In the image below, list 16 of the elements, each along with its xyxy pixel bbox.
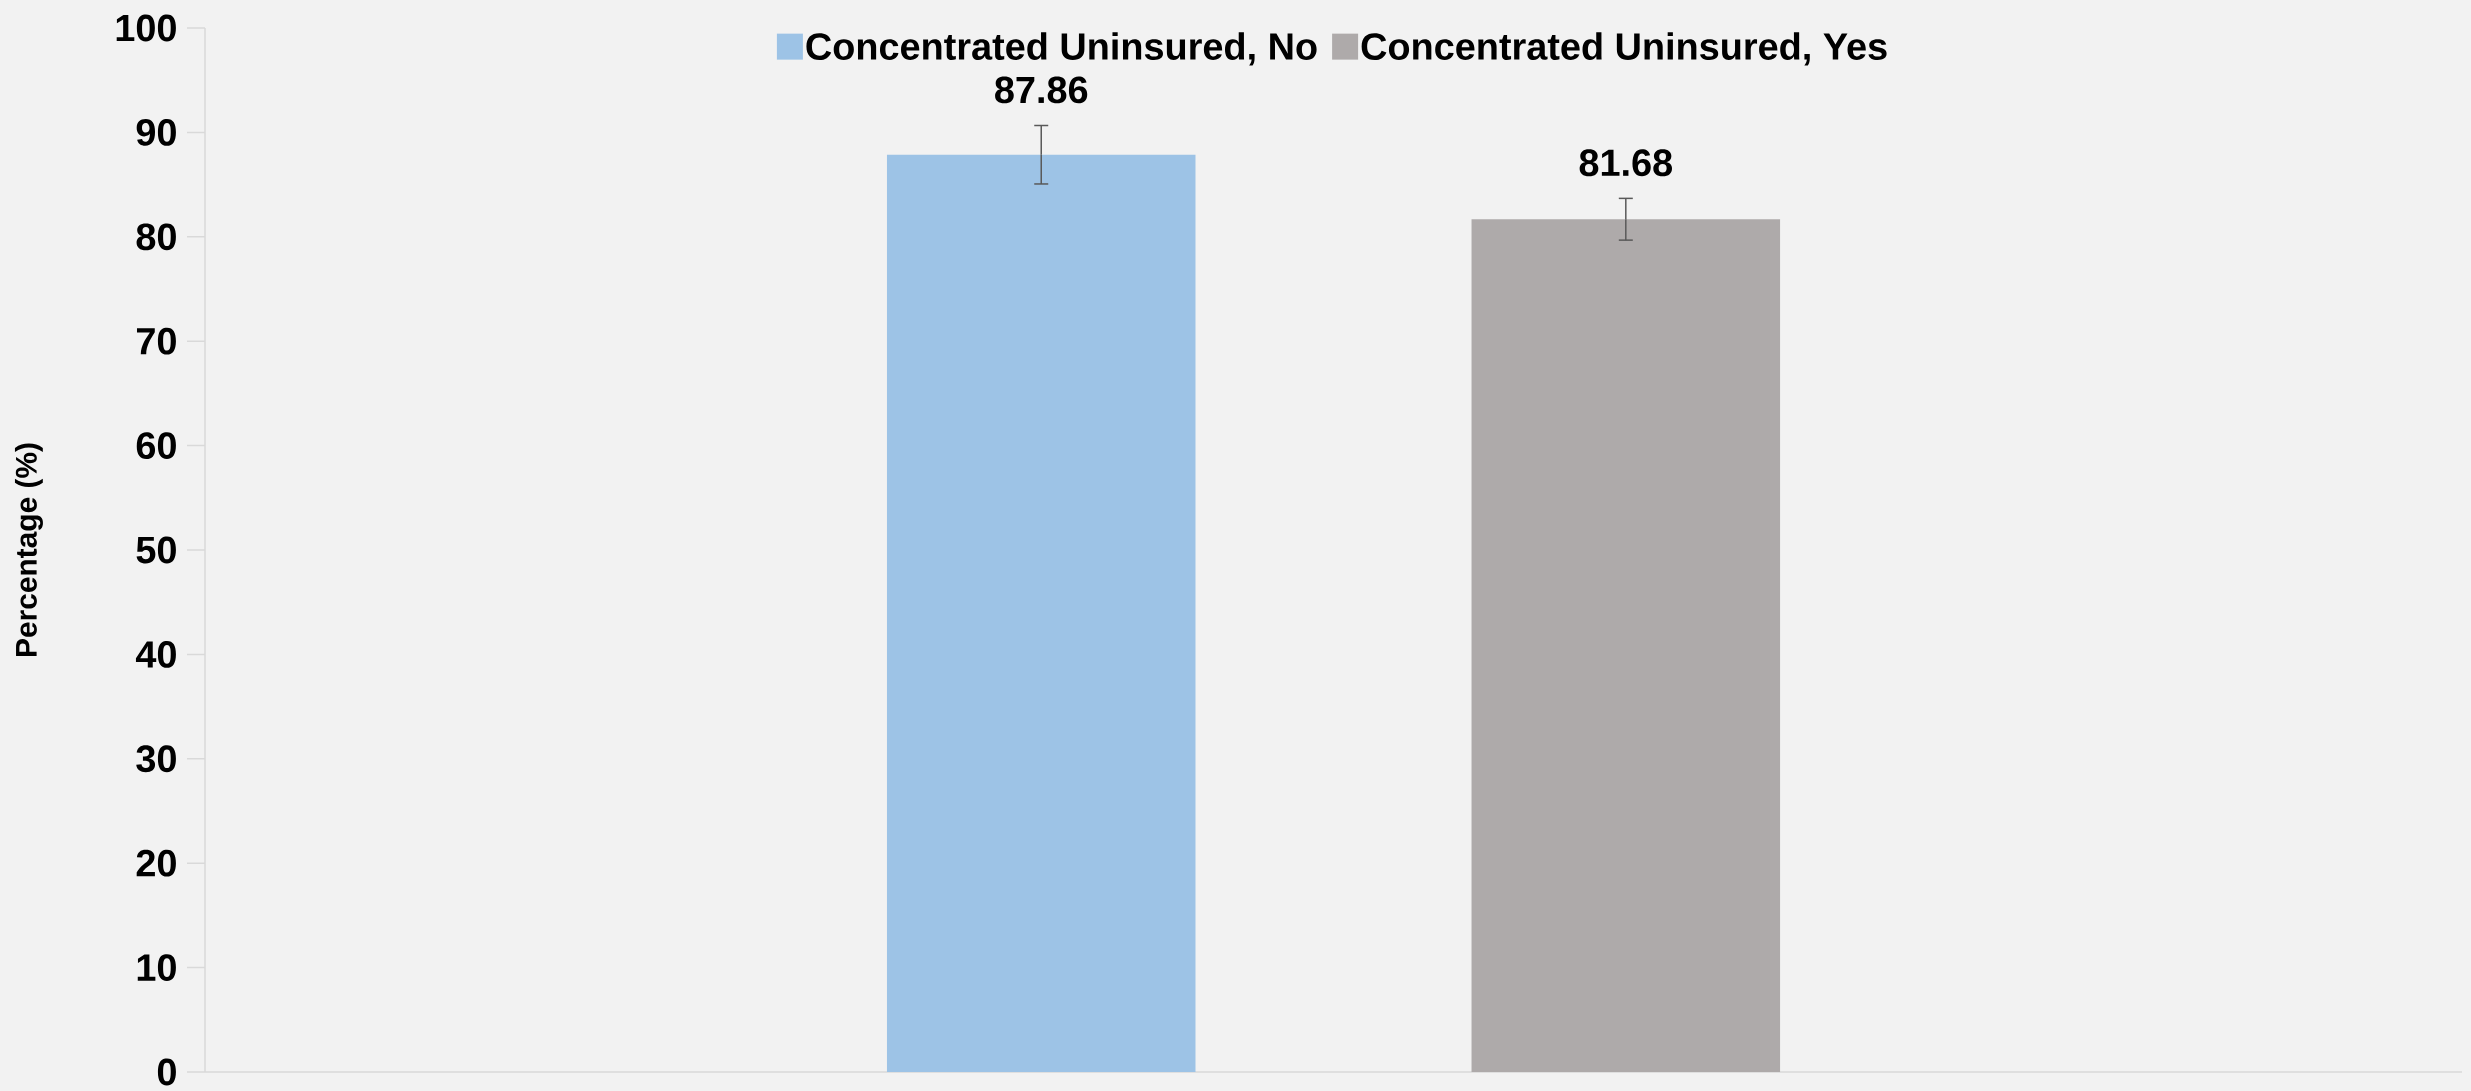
y-tick-label: 20 — [136, 849, 176, 877]
y-tick-label: 50 — [136, 536, 176, 564]
y-tick-label: 40 — [135, 640, 176, 668]
y-tick-label: 30 — [136, 745, 176, 773]
legend-label: Concentrated Uninsured, Yes — [1361, 32, 1887, 66]
y-tick-label: 10 — [137, 954, 176, 982]
y-tick-label: 100 — [116, 14, 176, 42]
y-tick-label: 80 — [136, 223, 176, 251]
y-tick-label: 60 — [136, 432, 176, 459]
y-tick-label: 0 — [157, 1058, 176, 1086]
y-axis-title: Percentage (%) — [14, 443, 43, 656]
legend-label: Concentrated Uninsured, No — [806, 32, 1317, 66]
data-label: 81.68 — [1579, 149, 1672, 177]
data-label: 87.86 — [995, 76, 1088, 104]
y-tick-label: 70 — [136, 327, 176, 355]
y-tick-label: 90 — [136, 118, 176, 146]
